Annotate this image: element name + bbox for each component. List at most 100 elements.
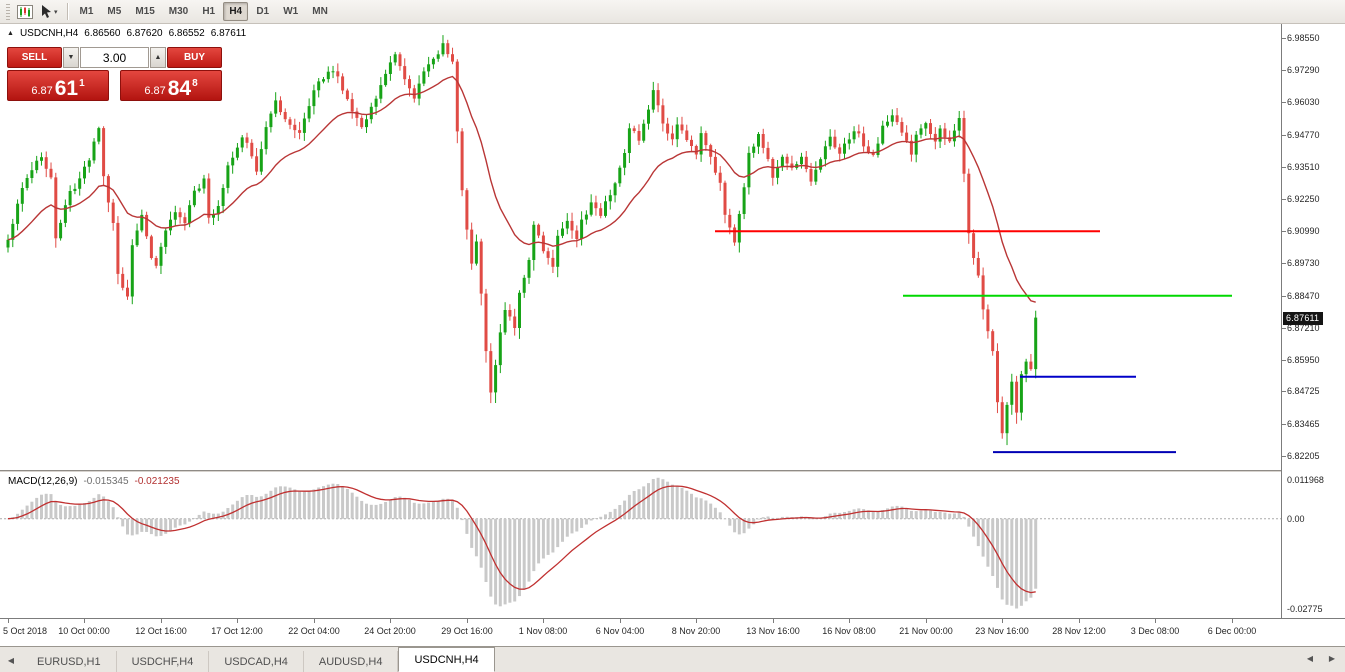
price-tick-label: 6.84725 [1287, 386, 1320, 396]
macd-title: MACD(12,26,9) [8, 476, 78, 487]
timeframe-button-h4[interactable]: H4 [223, 2, 249, 21]
time-scale[interactable]: 5 Oct 2018 10 Oct 00:00 12 Oct 16:00 17 Oct… [0, 618, 1345, 646]
toolbar: ▾ M1 M5 M15 M30 H1 H4 D1 W1 MN [0, 0, 1345, 24]
price-tick-label: 6.93510 [1287, 162, 1320, 172]
time-tick-mark [467, 619, 468, 623]
price-tick-mark [1282, 424, 1286, 425]
tabs-scroll-left-icon[interactable]: ◀ [7, 655, 15, 665]
sell-price-big: 61 [54, 76, 79, 100]
volume-decrease-button[interactable]: ▼ [63, 47, 79, 68]
time-tick-mark [1002, 619, 1003, 623]
price-tick-mark [1282, 263, 1286, 264]
moving-average-line[interactable] [7, 75, 1036, 303]
time-tick-mark [1155, 619, 1156, 623]
candlestick-chart-icon [17, 4, 33, 19]
timeframe-button-m5[interactable]: M5 [107, 6, 122, 17]
time-tick-label: 17 Oct 12:00 [211, 626, 263, 636]
toolbar-grip[interactable] [6, 3, 10, 20]
buy-price-sup: 8 [192, 78, 198, 89]
tabs-scroll-left2-icon[interactable]: ◀ [1306, 653, 1314, 663]
macd-main-value: -0.015345 [83, 476, 129, 487]
macd-indicator-canvas[interactable] [0, 472, 1281, 618]
macd-signal-value: -0.021235 [134, 476, 180, 487]
cursor-dropdown-caret-icon[interactable]: ▾ [54, 8, 58, 16]
sell-price-button[interactable]: 6.87 61 1 [7, 70, 109, 101]
volume-increase-button[interactable]: ▲ [150, 47, 166, 68]
time-tick-mark [237, 619, 238, 623]
buy-price-big: 84 [167, 76, 192, 100]
time-tick-label: 16 Nov 08:00 [822, 626, 876, 636]
price-tick-label: 6.97290 [1287, 65, 1320, 75]
chart-tab-eurusd-h1[interactable]: EURUSD,H1 [22, 651, 117, 672]
price-tick-mark [1282, 199, 1286, 200]
one-click-trading-panel: SELL ▼ 3.00 ▲ BUY 6.87 61 1 6.87 84 8 [7, 47, 222, 101]
timeframe-button-m15[interactable]: M15 [135, 6, 155, 17]
time-tick-label: 6 Nov 04:00 [595, 626, 645, 636]
macd-tick-label: 0.011968 [1287, 475, 1324, 485]
chart-type-button[interactable] [13, 2, 37, 22]
time-tick-mark [84, 619, 85, 623]
high-value: 6.87620 [126, 28, 163, 39]
macd-signal-line [7, 485, 1036, 594]
timeframe-button-m1[interactable]: M1 [79, 6, 94, 17]
price-scale[interactable]: 6.87611 6.98550 6.97290 6.96030 6.94770 6.93… [1281, 24, 1345, 618]
cursor-tool-button[interactable]: ▾ [37, 2, 62, 22]
time-tick-label: 24 Oct 20:00 [364, 626, 416, 636]
volume-input[interactable]: 3.00 [80, 47, 149, 68]
price-tick-label: 6.92250 [1287, 194, 1320, 204]
time-tick-label: 10 Oct 00:00 [58, 626, 110, 636]
time-tick-mark [390, 619, 391, 623]
chart-tab-bar: ◀ EURUSD,H1 USDCHF,H4 USDCAD,H4 AUDUSD,H4 US… [0, 646, 1345, 672]
price-tick-mark [1282, 38, 1286, 39]
pane-splitter[interactable] [0, 470, 1345, 472]
price-tick-label: 6.85950 [1287, 355, 1320, 365]
sell-price-prefix: 6.87 [31, 84, 53, 97]
timeframe-button-mn[interactable]: MN [312, 6, 328, 17]
time-tick-mark [161, 619, 162, 623]
macd-header: MACD(12,26,9) -0.015345 -0.021235 [8, 476, 180, 487]
time-tick-label: 1 Nov 08:00 [518, 626, 568, 636]
time-tick-label: 5 Oct 2018 [3, 626, 48, 636]
chart-tab-usdcnh-h4[interactable]: USDCNH,H4 [398, 647, 495, 672]
chart-tab-usdchf-h4[interactable]: USDCHF,H4 [117, 651, 210, 672]
time-tick-label: 23 Nov 16:00 [975, 626, 1029, 636]
time-tick-label: 8 Nov 20:00 [671, 626, 721, 636]
chart-area: 6.87611 6.98550 6.97290 6.96030 6.94770 6.93… [0, 24, 1345, 646]
price-tick-mark [1282, 360, 1286, 361]
sell-button[interactable]: SELL [7, 47, 62, 68]
time-tick-mark [1079, 619, 1080, 623]
price-tick-label: 6.82205 [1287, 451, 1320, 461]
time-tick-mark [8, 619, 9, 623]
buy-price-prefix: 6.87 [144, 84, 166, 97]
timeframe-button-h1[interactable]: H1 [202, 6, 216, 17]
time-tick-mark [926, 619, 927, 623]
time-tick-mark [543, 619, 544, 623]
buy-price-button[interactable]: 6.87 84 8 [120, 70, 222, 101]
price-tick-mark [1282, 391, 1286, 392]
timeframe-button-w1[interactable]: W1 [283, 6, 299, 17]
price-tick-mark [1282, 102, 1286, 103]
chart-tab-usdcad-h4[interactable]: USDCAD,H4 [209, 651, 304, 672]
time-tick-label: 29 Oct 16:00 [441, 626, 493, 636]
macd-tick-label: -0.02775 [1287, 604, 1323, 614]
time-tick-mark [696, 619, 697, 623]
time-tick-label: 13 Nov 16:00 [746, 626, 800, 636]
collapse-trade-panel-icon[interactable]: ▲ [7, 30, 14, 37]
price-tick-label: 6.89730 [1287, 258, 1320, 268]
buy-button[interactable]: BUY [167, 47, 222, 68]
time-tick-mark [773, 619, 774, 623]
time-tick-mark [849, 619, 850, 623]
time-tick-label: 21 Nov 00:00 [899, 626, 953, 636]
chart-tabs: EURUSD,H1 USDCHF,H4 USDCAD,H4 AUDUSD,H4 USDC… [22, 647, 495, 672]
price-tick-mark [1282, 456, 1286, 457]
timeframe-button-d1[interactable]: D1 [256, 6, 270, 17]
chart-tab-audusd-h4[interactable]: AUDUSD,H4 [304, 651, 399, 672]
close-value: 6.87611 [210, 28, 247, 39]
low-value: 6.86552 [168, 28, 205, 39]
tabs-scroll-right-icon[interactable]: ▶ [1328, 653, 1336, 663]
price-chart-canvas[interactable] [0, 24, 1281, 470]
cursor-icon [42, 4, 51, 18]
timeframe-button-m30[interactable]: M30 [168, 6, 189, 17]
candles[interactable] [6, 35, 1038, 446]
price-tick-label: 6.88470 [1287, 291, 1320, 301]
